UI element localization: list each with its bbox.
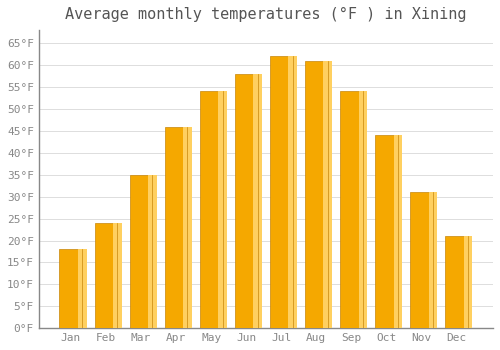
Bar — [375, 135, 398, 328]
Bar — [218, 91, 227, 328]
Bar — [113, 223, 122, 328]
Bar — [464, 236, 472, 328]
Bar — [183, 126, 192, 328]
Title: Average monthly temperatures (°F ) in Xining: Average monthly temperatures (°F ) in Xi… — [65, 7, 466, 22]
Bar — [270, 56, 292, 328]
Bar — [288, 56, 297, 328]
Bar — [428, 192, 438, 328]
Bar — [446, 236, 468, 328]
Bar — [358, 91, 367, 328]
Bar — [60, 249, 82, 328]
Bar — [130, 175, 152, 328]
Bar — [394, 135, 402, 328]
Bar — [340, 91, 363, 328]
Bar — [305, 61, 328, 328]
Bar — [148, 175, 156, 328]
Bar — [254, 74, 262, 328]
Bar — [200, 91, 222, 328]
Bar — [410, 192, 433, 328]
Bar — [235, 74, 258, 328]
Bar — [78, 249, 86, 328]
Bar — [324, 61, 332, 328]
Bar — [164, 126, 188, 328]
Bar — [94, 223, 118, 328]
